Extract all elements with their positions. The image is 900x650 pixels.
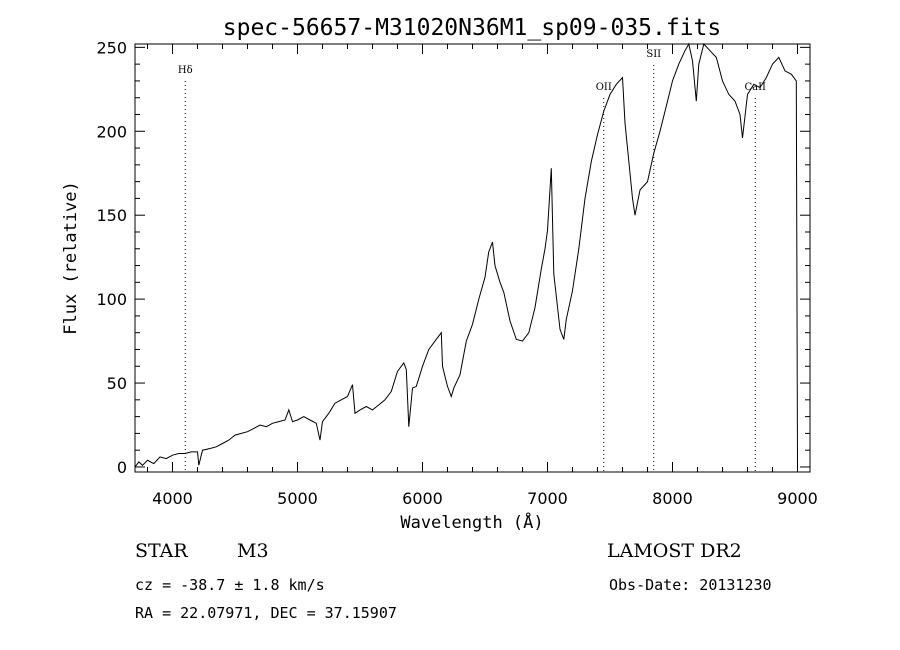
plot-frame [134, 43, 811, 473]
y-tick-label: 100 [96, 290, 127, 309]
x-axis-label: Wavelength (Å) [400, 511, 543, 533]
line-markers: Hδ OII SII CaII [178, 49, 766, 472]
line-marker-label: CaII [744, 82, 766, 93]
y-tick-label: 250 [96, 38, 127, 57]
spectrum-chart: spec-56657-M31020N36M1_sp09-035.fits Hδ O… [61, 15, 818, 533]
object-class: STAR [135, 540, 188, 562]
redshift-velocity: cz = -38.7 ± 1.8 km/s [135, 576, 325, 594]
line-marker-label: Hδ [178, 65, 193, 76]
x-tick-label: 8000 [652, 489, 693, 508]
survey-name: LAMOST DR2 [607, 540, 742, 562]
y-tick-label: 50 [107, 374, 127, 393]
y-axis-label: Flux (relative) [61, 181, 81, 335]
x-tick-label: 5000 [277, 489, 318, 508]
object-subclass: M3 [237, 540, 269, 562]
coordinates: RA = 22.07971, DEC = 37.15907 [135, 604, 397, 622]
y-tick-label: 200 [96, 122, 127, 141]
spectrum-line [134, 42, 798, 468]
x-tick-label: 7000 [527, 489, 568, 508]
x-tick-label: 4000 [152, 489, 193, 508]
chart-title: spec-56657-M31020N36M1_sp09-035.fits [223, 15, 722, 41]
y-tick-label: 150 [96, 206, 127, 225]
x-tick-label: 6000 [402, 489, 443, 508]
observation-date: Obs-Date: 20131230 [609, 576, 772, 594]
y-tick-label: 0 [117, 458, 127, 477]
x-tick-label: 9000 [777, 489, 818, 508]
line-marker-label: OII [596, 82, 612, 93]
line-marker-label: SII [646, 49, 661, 60]
x-axis: 4000 5000 6000 7000 8000 9000 [147, 44, 818, 508]
y-axis: 0 50 100 150 200 250 [96, 38, 810, 477]
